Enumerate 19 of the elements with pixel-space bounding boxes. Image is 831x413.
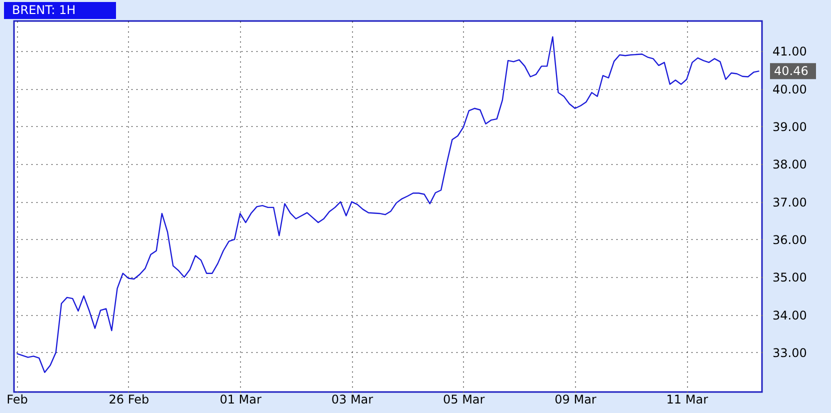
x-tick-label: Feb xyxy=(6,392,28,406)
y-tick-label: 35.00 xyxy=(772,270,807,285)
y-tick-label: 33.00 xyxy=(772,346,807,360)
y-tick-label: 37.00 xyxy=(772,195,807,210)
y-tick-label: 41.00 xyxy=(772,44,807,59)
y-tick-label: 34.00 xyxy=(772,308,807,322)
y-tick-label: 36.00 xyxy=(772,232,807,247)
chart-title: BRENT: 1H xyxy=(4,2,116,19)
x-tick-label: 01 Mar xyxy=(220,392,262,406)
x-tick-label: 09 Mar xyxy=(554,392,596,406)
x-tick-label: 26 Feb xyxy=(108,392,150,406)
text: 40.46 xyxy=(774,64,808,78)
x-tick-label: 03 Mar xyxy=(331,392,374,406)
y-tick-label: 38.00 xyxy=(772,158,807,172)
y-tick-label: 39.00 xyxy=(772,120,807,134)
y-tick-label: 40.00 xyxy=(772,82,807,96)
line-series xyxy=(16,36,760,374)
x-tick-label: 05 Mar xyxy=(442,392,485,406)
x-tick-label: 11 Mar xyxy=(666,392,708,406)
